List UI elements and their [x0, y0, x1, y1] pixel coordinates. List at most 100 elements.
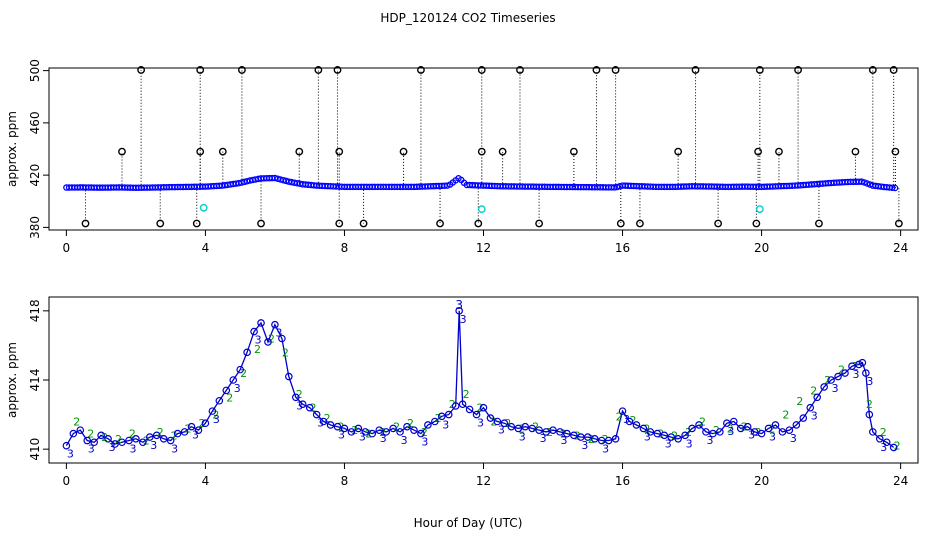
series-3-marker: 3 — [686, 437, 693, 450]
series-3-point — [764, 424, 773, 433]
series-3-marker: 3 — [811, 410, 818, 423]
series-3-point — [889, 443, 898, 452]
mid-spike-point — [498, 147, 507, 156]
bottom-y-axis-label: approx. ppm — [5, 342, 19, 418]
series-3-point — [556, 428, 564, 436]
series-3-marker: 3 — [317, 417, 324, 430]
series-3-point — [583, 433, 592, 441]
series-3-point — [813, 393, 821, 402]
series-2-marker: 2 — [435, 412, 442, 425]
series-3-marker: 3 — [477, 417, 484, 430]
series-3-point — [750, 428, 759, 436]
series-3-point — [858, 358, 867, 367]
series-2-marker: 2 — [616, 410, 623, 423]
low-spike-point — [436, 219, 444, 228]
series-3-point — [451, 402, 460, 410]
bottom-x-tick-label: 20 — [754, 474, 769, 488]
series-3-point — [139, 438, 147, 447]
mid-spike-point — [754, 147, 763, 156]
baseline-point — [241, 178, 248, 186]
low-spike-point — [335, 219, 344, 228]
series-3-point — [848, 362, 856, 370]
series-2-marker: 2 — [240, 367, 247, 380]
series-3-point — [125, 436, 133, 445]
series-3-point — [361, 428, 370, 436]
series-2-marker: 2 — [87, 428, 94, 441]
low-spike-point — [894, 219, 903, 228]
series-3-point — [201, 419, 210, 428]
series-3-point — [563, 429, 571, 438]
series-3-point — [257, 319, 265, 327]
high-spike-point — [238, 66, 246, 74]
series-3-marker: 3 — [171, 443, 178, 456]
bottom-y-tick-label: 410 — [28, 438, 42, 461]
series-3-point — [865, 410, 874, 419]
series-3-point — [194, 426, 203, 434]
series-3-marker: 3 — [866, 375, 873, 388]
low-spike-point — [192, 219, 201, 228]
series-3-point — [521, 422, 530, 431]
series-2-marker: 2 — [268, 333, 275, 346]
series-2-marker: 2 — [810, 384, 817, 397]
series-3-point — [549, 426, 557, 434]
series-3-marker: 3 — [150, 439, 157, 452]
top-x-tick-label: 8 — [341, 241, 349, 255]
high-spike-point — [314, 66, 323, 74]
series-3-marker: 3 — [213, 413, 220, 426]
top-x-tick-label: 0 — [63, 241, 71, 255]
series-3-marker: 3 — [623, 413, 630, 426]
series-3-point — [222, 386, 231, 395]
bottom-y-tick-label: 414 — [28, 369, 42, 392]
high-spike-point — [477, 66, 486, 74]
series-3-point — [757, 429, 766, 438]
series-3-point — [869, 428, 877, 436]
series-3-point — [778, 428, 787, 436]
series-3-point — [653, 429, 662, 438]
series-3-point — [111, 440, 119, 448]
high-spike-point — [516, 66, 524, 74]
series-3-point — [681, 431, 689, 440]
mid-spike-point — [569, 147, 578, 156]
series-3-point — [604, 436, 613, 445]
series-3-point — [152, 431, 161, 440]
series-3-point — [215, 396, 224, 405]
series-3-point — [611, 434, 620, 443]
low-spike-point — [156, 219, 165, 228]
series-3-point — [264, 338, 272, 346]
series-3-point — [542, 428, 550, 436]
series-3-point — [458, 400, 467, 409]
low-spike-point — [636, 219, 644, 228]
baseline-point — [891, 184, 899, 192]
top-x-tick-label: 4 — [202, 241, 210, 255]
top-y-axis: 380 420 460 500 — [28, 59, 49, 239]
series-3-marker: 3 — [275, 327, 282, 340]
series-3-point — [625, 417, 634, 426]
high-spike-point — [611, 66, 620, 74]
series-3-point — [507, 422, 516, 431]
mid-spike-point — [295, 147, 304, 156]
series-3-point — [396, 428, 404, 436]
series-3-point — [472, 410, 481, 419]
top-x-tick-label: 12 — [476, 241, 491, 255]
low-spike-point — [474, 219, 483, 228]
series-3-marker: 3 — [359, 430, 366, 443]
top-panel: approx. ppm 0 4 8 12 16 20 24 380 420 460 500 — [5, 59, 919, 255]
series-3-point — [479, 403, 488, 412]
series-3-marker: 3 — [602, 443, 609, 456]
mid-spike-point — [851, 147, 860, 156]
series-3-point — [570, 431, 578, 440]
series-2-marker: 2 — [73, 416, 80, 429]
series-3-point — [437, 412, 446, 421]
series-3-point — [368, 429, 377, 438]
series-3-point — [424, 421, 432, 429]
low-spike-point — [359, 219, 368, 228]
series-3-point — [618, 407, 627, 415]
series-3-point — [882, 438, 891, 447]
series-2-marker: 2 — [185, 422, 192, 435]
mid-spike-point — [775, 147, 783, 156]
series-3-point — [465, 405, 474, 414]
series-2-marker: 2 — [226, 391, 233, 404]
series-3-point — [646, 428, 655, 436]
